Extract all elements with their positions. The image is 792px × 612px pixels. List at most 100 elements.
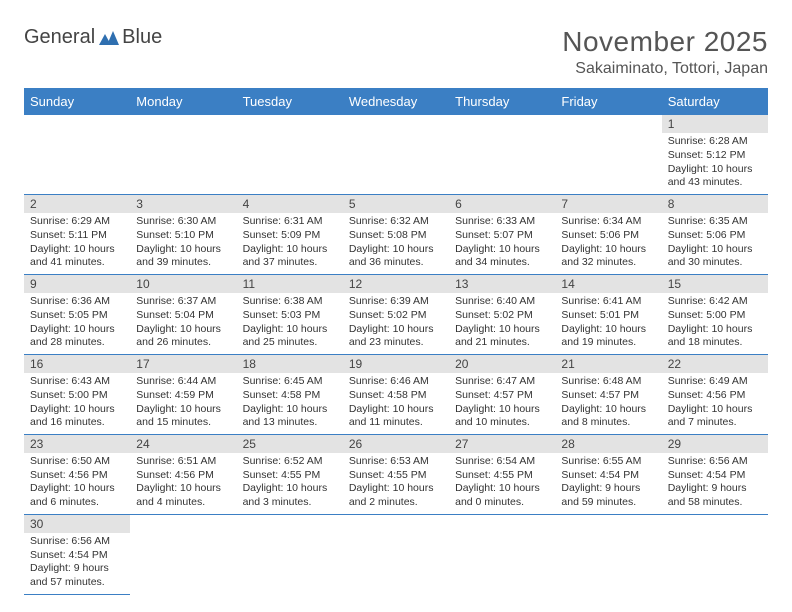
sunset-line: Sunset: 4:55 PM [243,469,337,483]
calendar-row: 2Sunrise: 6:29 AMSunset: 5:11 PMDaylight… [24,194,768,274]
sunrise-line: Sunrise: 6:56 AM [30,535,124,549]
day-cell: 1Sunrise: 6:28 AMSunset: 5:12 PMDaylight… [662,115,768,194]
day-cell: 13Sunrise: 6:40 AMSunset: 5:02 PMDayligh… [449,274,555,354]
sunrise-line: Sunrise: 6:45 AM [243,375,337,389]
day-number: 6 [449,195,555,213]
day-number: 4 [237,195,343,213]
daylight-line: Daylight: 10 hours and 39 minutes. [136,243,230,270]
empty-cell [449,115,555,194]
calendar-row: 16Sunrise: 6:43 AMSunset: 5:00 PMDayligh… [24,354,768,434]
sunrise-line: Sunrise: 6:33 AM [455,215,549,229]
empty-cell [449,514,555,594]
sunrise-line: Sunrise: 6:30 AM [136,215,230,229]
sunset-line: Sunset: 4:54 PM [30,549,124,563]
daylight-line: Daylight: 10 hours and 15 minutes. [136,403,230,430]
flag-icon [99,31,119,45]
sunset-line: Sunset: 4:57 PM [455,389,549,403]
daylight-line: Daylight: 10 hours and 6 minutes. [30,482,124,509]
day-body: Sunrise: 6:28 AMSunset: 5:12 PMDaylight:… [662,133,768,194]
day-cell: 14Sunrise: 6:41 AMSunset: 5:01 PMDayligh… [555,274,661,354]
day-cell: 22Sunrise: 6:49 AMSunset: 4:56 PMDayligh… [662,354,768,434]
day-body: Sunrise: 6:35 AMSunset: 5:06 PMDaylight:… [662,213,768,274]
day-body: Sunrise: 6:44 AMSunset: 4:59 PMDaylight:… [130,373,236,434]
sunrise-line: Sunrise: 6:28 AM [668,135,762,149]
day-body: Sunrise: 6:40 AMSunset: 5:02 PMDaylight:… [449,293,555,354]
day-number: 11 [237,275,343,293]
daylight-line: Daylight: 10 hours and 19 minutes. [561,323,655,350]
sunset-line: Sunset: 5:07 PM [455,229,549,243]
day-body: Sunrise: 6:36 AMSunset: 5:05 PMDaylight:… [24,293,130,354]
sunset-line: Sunset: 5:05 PM [30,309,124,323]
sunrise-line: Sunrise: 6:35 AM [668,215,762,229]
empty-cell [130,115,236,194]
page-title: November 2025 [562,26,768,58]
day-body: Sunrise: 6:31 AMSunset: 5:09 PMDaylight:… [237,213,343,274]
weekday-header: Wednesday [343,88,449,115]
day-cell: 5Sunrise: 6:32 AMSunset: 5:08 PMDaylight… [343,194,449,274]
calendar-body: 1Sunrise: 6:28 AMSunset: 5:12 PMDaylight… [24,115,768,594]
daylight-line: Daylight: 10 hours and 10 minutes. [455,403,549,430]
sunset-line: Sunset: 5:01 PM [561,309,655,323]
empty-cell [343,514,449,594]
day-number: 29 [662,435,768,453]
weekday-header: Monday [130,88,236,115]
empty-cell [662,514,768,594]
sunrise-line: Sunrise: 6:56 AM [668,455,762,469]
day-cell: 4Sunrise: 6:31 AMSunset: 5:09 PMDaylight… [237,194,343,274]
logo: General Blue [24,26,162,49]
day-cell: 7Sunrise: 6:34 AMSunset: 5:06 PMDaylight… [555,194,661,274]
day-number: 13 [449,275,555,293]
sunrise-line: Sunrise: 6:44 AM [136,375,230,389]
day-cell: 2Sunrise: 6:29 AMSunset: 5:11 PMDaylight… [24,194,130,274]
day-number: 2 [24,195,130,213]
sunrise-line: Sunrise: 6:43 AM [30,375,124,389]
empty-cell [237,115,343,194]
day-number: 27 [449,435,555,453]
day-body: Sunrise: 6:42 AMSunset: 5:00 PMDaylight:… [662,293,768,354]
daylight-line: Daylight: 10 hours and 25 minutes. [243,323,337,350]
day-cell: 10Sunrise: 6:37 AMSunset: 5:04 PMDayligh… [130,274,236,354]
day-cell: 23Sunrise: 6:50 AMSunset: 4:56 PMDayligh… [24,434,130,514]
daylight-line: Daylight: 10 hours and 43 minutes. [668,163,762,190]
daylight-line: Daylight: 10 hours and 28 minutes. [30,323,124,350]
daylight-line: Daylight: 10 hours and 0 minutes. [455,482,549,509]
day-body: Sunrise: 6:52 AMSunset: 4:55 PMDaylight:… [237,453,343,514]
weekday-header: Saturday [662,88,768,115]
day-number: 21 [555,355,661,373]
sunrise-line: Sunrise: 6:49 AM [668,375,762,389]
day-number: 8 [662,195,768,213]
daylight-line: Daylight: 10 hours and 36 minutes. [349,243,443,270]
day-body: Sunrise: 6:30 AMSunset: 5:10 PMDaylight:… [130,213,236,274]
logo-text-1: General [24,26,95,49]
day-body: Sunrise: 6:51 AMSunset: 4:56 PMDaylight:… [130,453,236,514]
daylight-line: Daylight: 10 hours and 16 minutes. [30,403,124,430]
day-cell: 29Sunrise: 6:56 AMSunset: 4:54 PMDayligh… [662,434,768,514]
weekday-header-row: Sunday Monday Tuesday Wednesday Thursday… [24,88,768,115]
sunrise-line: Sunrise: 6:41 AM [561,295,655,309]
day-cell: 18Sunrise: 6:45 AMSunset: 4:58 PMDayligh… [237,354,343,434]
day-cell: 21Sunrise: 6:48 AMSunset: 4:57 PMDayligh… [555,354,661,434]
daylight-line: Daylight: 10 hours and 23 minutes. [349,323,443,350]
daylight-line: Daylight: 9 hours and 57 minutes. [30,562,124,589]
sunset-line: Sunset: 5:08 PM [349,229,443,243]
sunset-line: Sunset: 5:10 PM [136,229,230,243]
sunset-line: Sunset: 5:09 PM [243,229,337,243]
daylight-line: Daylight: 10 hours and 37 minutes. [243,243,337,270]
sunset-line: Sunset: 4:55 PM [349,469,443,483]
sunset-line: Sunset: 4:58 PM [243,389,337,403]
calendar-row: 23Sunrise: 6:50 AMSunset: 4:56 PMDayligh… [24,434,768,514]
daylight-line: Daylight: 10 hours and 41 minutes. [30,243,124,270]
day-cell: 20Sunrise: 6:47 AMSunset: 4:57 PMDayligh… [449,354,555,434]
sunset-line: Sunset: 5:06 PM [561,229,655,243]
day-number: 5 [343,195,449,213]
calendar-row: 9Sunrise: 6:36 AMSunset: 5:05 PMDaylight… [24,274,768,354]
empty-cell [343,115,449,194]
day-body: Sunrise: 6:50 AMSunset: 4:56 PMDaylight:… [24,453,130,514]
day-body: Sunrise: 6:46 AMSunset: 4:58 PMDaylight:… [343,373,449,434]
sunrise-line: Sunrise: 6:38 AM [243,295,337,309]
empty-cell [555,115,661,194]
day-body: Sunrise: 6:48 AMSunset: 4:57 PMDaylight:… [555,373,661,434]
day-body: Sunrise: 6:34 AMSunset: 5:06 PMDaylight:… [555,213,661,274]
sunset-line: Sunset: 5:12 PM [668,149,762,163]
sunrise-line: Sunrise: 6:42 AM [668,295,762,309]
